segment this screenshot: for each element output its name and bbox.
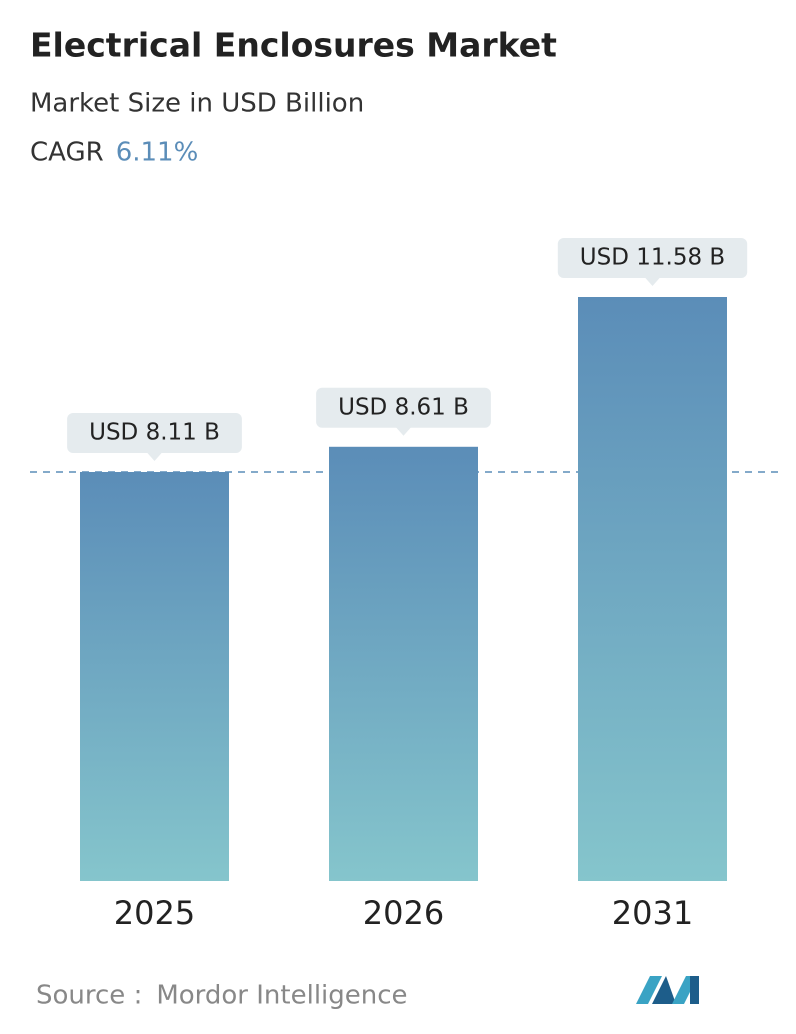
chart-title: Electrical Enclosures Market	[30, 26, 557, 65]
value-label-group: USD 8.61 B	[316, 387, 491, 436]
cagr-label: CAGR	[30, 138, 104, 168]
value-label-pointer	[644, 277, 661, 286]
x-tick-label: 2025	[114, 894, 195, 932]
bar	[578, 297, 727, 881]
x-tick-label: 2031	[612, 894, 693, 932]
value-label: USD 8.11 B	[89, 419, 220, 445]
value-label-group: USD 11.58 B	[557, 238, 748, 286]
bar	[80, 471, 229, 881]
chart-subtitle: Market Size in USD Billion	[30, 89, 364, 119]
value-label-group: USD 8.11 B	[67, 412, 242, 461]
value-label: USD 11.58 B	[580, 245, 725, 271]
value-label-bg	[557, 238, 748, 278]
value-label-pointer	[146, 451, 163, 461]
cagr-value: 6.11%	[116, 138, 199, 168]
value-label: USD 8.61 B	[338, 394, 469, 420]
source-label: Source :	[36, 981, 142, 1011]
logo	[636, 976, 699, 1004]
x-tick-label: 2026	[363, 894, 444, 932]
value-label-pointer	[395, 426, 412, 436]
value-label-bg	[67, 412, 242, 453]
source: Mordor Intelligence	[156, 981, 407, 1011]
bar	[329, 446, 478, 881]
value-label-bg	[316, 387, 491, 428]
